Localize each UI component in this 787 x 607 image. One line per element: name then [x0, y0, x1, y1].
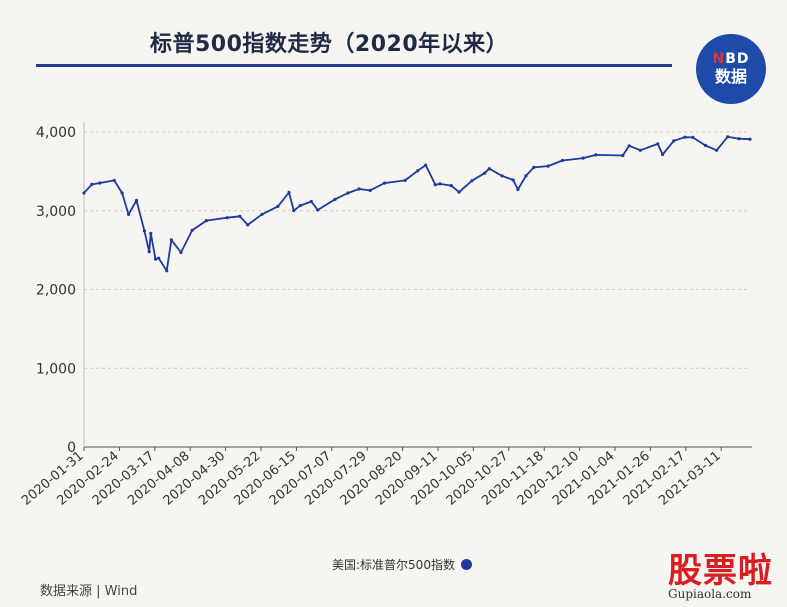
data-point — [82, 191, 86, 195]
series-line — [83, 135, 751, 272]
data-point — [126, 212, 131, 216]
data-point — [524, 174, 528, 178]
data-point — [483, 171, 487, 175]
data-point — [433, 183, 437, 187]
data-point — [287, 190, 291, 195]
y-tick-labels: 0 1,000 2,000 3,000 4,000 — [36, 125, 76, 456]
data-point — [737, 137, 741, 141]
data-point — [260, 212, 264, 216]
logo-bd: BD — [725, 51, 750, 67]
data-point — [715, 148, 719, 152]
y-tick-label: 0 — [67, 440, 76, 456]
data-point — [691, 135, 695, 139]
logo-line1: NBD — [712, 51, 749, 67]
data-point — [516, 187, 520, 192]
data-point — [638, 148, 642, 152]
x-tick-label: 2021-03-11 — [656, 449, 724, 509]
data-point — [357, 187, 361, 191]
data-point — [546, 164, 550, 168]
data-point — [581, 156, 585, 160]
data-point — [142, 229, 146, 233]
y-tick-label: 1,000 — [36, 361, 76, 377]
data-point — [98, 181, 102, 185]
data-point — [165, 269, 169, 273]
data-point — [298, 204, 302, 208]
site-watermark: 股票啦 Gupiaola.com — [668, 553, 780, 601]
y-tick-label: 3,000 — [36, 204, 76, 220]
data-point — [457, 190, 461, 194]
data-point — [416, 169, 420, 173]
data-point — [594, 153, 598, 157]
logo-n: N — [712, 51, 726, 67]
legend-series-label: 美国:标准普尔500指数 — [332, 558, 455, 572]
data-point — [112, 178, 116, 182]
data-point — [204, 219, 208, 223]
data-point — [511, 178, 515, 182]
data-point — [449, 184, 453, 188]
data-point — [403, 178, 407, 182]
data-point — [470, 179, 474, 183]
legend-series-marker — [460, 559, 472, 570]
data-point — [316, 208, 320, 212]
data-point — [382, 181, 386, 185]
data-point — [147, 250, 151, 254]
data-point — [438, 182, 442, 186]
nbd-logo: NBD 数据 — [696, 34, 766, 104]
gridlines — [84, 131, 750, 369]
data-point — [487, 167, 491, 171]
data-point — [90, 182, 94, 186]
data-point — [179, 250, 183, 255]
data-point — [368, 188, 372, 192]
data-point — [120, 191, 124, 195]
data-point — [532, 165, 536, 169]
chart-title: 标普500指数走势（2020年以来） — [150, 32, 509, 57]
legend: 美国:标准普尔500指数 — [332, 556, 472, 573]
data-point — [627, 144, 631, 148]
data-point — [238, 214, 242, 218]
logo-line2: 数据 — [714, 67, 747, 86]
source-note: 数据来源 | Wind — [40, 584, 138, 599]
data-point — [169, 238, 173, 242]
watermark-site: Gupiaola.com — [668, 587, 752, 601]
data-point — [309, 199, 313, 204]
data-point — [346, 191, 350, 195]
data-point — [424, 163, 428, 167]
data-point — [246, 223, 250, 227]
watermark-brand: 股票啦 — [668, 551, 773, 591]
y-tick-label: 4,000 — [36, 125, 76, 141]
data-point — [134, 198, 139, 203]
data-point — [726, 135, 730, 139]
data-point — [225, 216, 229, 220]
x-tick-labels: 2020-01-312020-02-242020-03-172020-04-08… — [19, 447, 724, 509]
data-point — [190, 228, 194, 232]
data-point — [292, 209, 296, 213]
title-underline — [36, 64, 672, 67]
data-point — [661, 152, 665, 157]
data-point — [656, 142, 660, 146]
data-point — [683, 135, 687, 139]
data-point — [500, 174, 504, 178]
data-point — [153, 257, 158, 261]
data-point — [149, 231, 153, 236]
data-point — [672, 139, 676, 143]
data-point — [560, 158, 565, 163]
data-point — [333, 197, 337, 201]
data-point — [276, 204, 280, 208]
data-point — [621, 153, 625, 158]
data-point — [703, 143, 708, 148]
data-point — [748, 137, 752, 141]
data-point — [157, 256, 161, 260]
y-tick-label: 2,000 — [36, 283, 76, 299]
series-layer — [82, 135, 752, 273]
